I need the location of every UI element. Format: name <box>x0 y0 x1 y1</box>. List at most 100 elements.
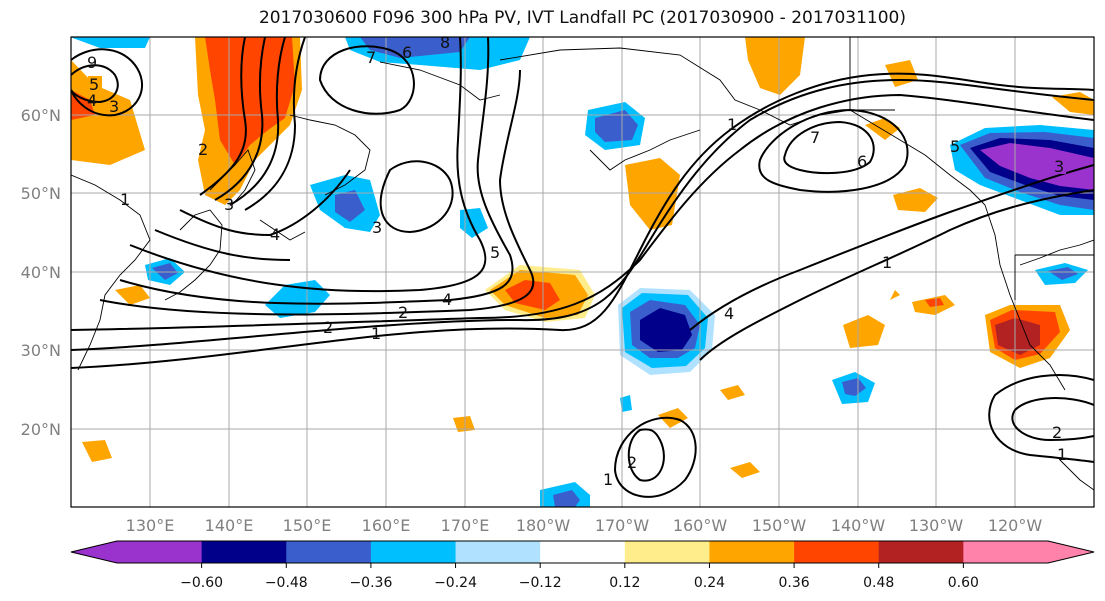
pv-negative-blob <box>842 378 866 396</box>
contour-label: 6 <box>402 43 412 62</box>
lon-label: 160°E <box>362 516 411 535</box>
pv-positive-blob <box>925 298 944 307</box>
colorbar-cell <box>540 541 626 563</box>
pv-contours <box>71 37 1094 498</box>
pv-negative-blob <box>640 308 692 352</box>
contour-label: 2 <box>323 318 333 337</box>
contour-label: 7 <box>810 128 820 147</box>
colorbar-cell <box>286 541 372 563</box>
pv-positive-blob <box>890 290 900 300</box>
contour-label: 8 <box>440 33 450 52</box>
lon-label: 180°W <box>516 516 571 535</box>
lat-label: 50°N <box>21 184 61 203</box>
lon-label: 130°W <box>909 516 964 535</box>
colorbar-cell <box>878 541 964 563</box>
pv-negative-blob <box>980 143 1094 190</box>
pv-positive-blob <box>115 285 150 305</box>
colorbar-outline <box>70 540 1095 564</box>
pv-positive-blob <box>453 416 475 432</box>
contour-label: 6 <box>857 152 867 171</box>
pv-negative-blob <box>620 395 632 412</box>
contour-label: 1 <box>371 324 381 343</box>
colorbar-tick-label: −0.36 <box>349 575 392 591</box>
contour-label: 4 <box>724 304 734 323</box>
plot-frame <box>70 36 1095 508</box>
lat-label: 60°N <box>21 106 61 125</box>
contour-label: 5 <box>950 137 960 156</box>
lon-label: 150°W <box>752 516 807 535</box>
colorbar-tick-label: 0.60 <box>948 575 979 591</box>
pv-negative-blob <box>595 110 638 142</box>
contour-label: 3 <box>1054 157 1064 176</box>
colorbar-cell <box>963 541 1049 563</box>
contour-label: 3 <box>224 195 234 214</box>
contour-label: 2 <box>1052 423 1062 442</box>
contour-label: 3 <box>109 97 119 116</box>
map-layers: 5 4 3 9 7 6 8 1 2 3 4 5 3 4 2 1 7 6 5 4 … <box>71 33 1094 507</box>
contour-label: 5 <box>89 75 99 94</box>
colorbar-cell <box>455 541 541 563</box>
colorbar-tick-label: 0.36 <box>779 575 810 591</box>
pv-negative-blob <box>71 37 150 48</box>
contour-label: 1 <box>1057 445 1067 464</box>
contour-label: 1 <box>727 115 737 134</box>
pv-shading <box>71 37 1094 507</box>
colorbar-cell <box>709 541 795 563</box>
pv-positive-blob <box>205 37 295 165</box>
pv-positive-blob <box>720 385 745 400</box>
contour-label: 7 <box>366 48 376 67</box>
colorbar-extend-right <box>1048 541 1094 563</box>
colorbar: −0.60 −0.48 −0.36 −0.24 −0.12 0.12 0.24 0.36 0.4… <box>70 540 1095 591</box>
pv-positive-blob <box>843 315 885 348</box>
lat-label: 30°N <box>21 341 61 360</box>
pv-positive-blob <box>505 280 560 310</box>
lon-label: 170°E <box>441 516 490 535</box>
pv-negative-blob <box>1048 267 1078 280</box>
pv-positive-blob <box>82 440 112 462</box>
pv-negative-blob <box>335 190 365 222</box>
pv-negative-blob <box>553 490 580 507</box>
colorbar-cell <box>201 541 287 563</box>
contour-label: 2 <box>398 303 408 322</box>
pv-positive-blob <box>730 462 760 478</box>
colorbar-tick-label: 0.48 <box>863 575 894 591</box>
colorbar-tick-label: −0.48 <box>265 575 308 591</box>
colorbar-tick-label: 0.12 <box>609 575 640 591</box>
colorbar-cell <box>370 541 457 563</box>
contour-label: 5 <box>490 243 500 262</box>
plot-title: 2017030600 F096 300 hPa PV, IVT Landfall… <box>258 8 906 28</box>
colorbar-cell <box>624 541 710 563</box>
lon-label: 140°W <box>831 516 886 535</box>
contour-label: 9 <box>87 53 97 72</box>
colorbar-tick-label: −0.12 <box>519 575 562 591</box>
colorbar-cell <box>794 541 880 563</box>
colorbar-cells <box>117 541 1049 563</box>
pv-positive-blob <box>625 158 680 230</box>
contour-label: 1 <box>603 470 613 489</box>
colorbar-extend-left <box>71 541 117 563</box>
contour-label: 1 <box>882 253 892 272</box>
contour-label: 2 <box>198 140 208 159</box>
colorbar-cell <box>117 541 203 563</box>
lon-label: 120°W <box>988 516 1043 535</box>
contour-label: 4 <box>442 290 452 309</box>
lon-axis-labels: 130°E 140°E 150°E 160°E 170°E 180°W 170°… <box>126 516 1043 535</box>
colorbar-tick-label: −0.24 <box>434 575 477 591</box>
lon-label: 140°E <box>205 516 254 535</box>
contour-label: 1 <box>120 190 130 209</box>
lat-axis-labels: 60°N 50°N 40°N 30°N 20°N <box>21 106 61 439</box>
pv-positive-blob <box>893 188 938 212</box>
contour-label: 3 <box>372 218 382 237</box>
lat-label: 40°N <box>21 263 61 282</box>
lon-label: 170°W <box>595 516 650 535</box>
contour-label: 2 <box>627 453 637 472</box>
contour-label-group: 5 4 3 9 7 6 8 1 2 3 4 5 3 4 2 1 7 6 5 4 … <box>87 33 1067 489</box>
colorbar-tick-label: −0.60 <box>180 575 223 591</box>
colorbar-tick-label: 0.24 <box>694 575 725 591</box>
pv-positive-blob <box>995 318 1040 355</box>
lon-label: 160°W <box>673 516 728 535</box>
pv-positive-blob <box>1052 92 1094 115</box>
pv-positive-blob <box>745 37 805 95</box>
lon-label: 150°E <box>283 516 332 535</box>
